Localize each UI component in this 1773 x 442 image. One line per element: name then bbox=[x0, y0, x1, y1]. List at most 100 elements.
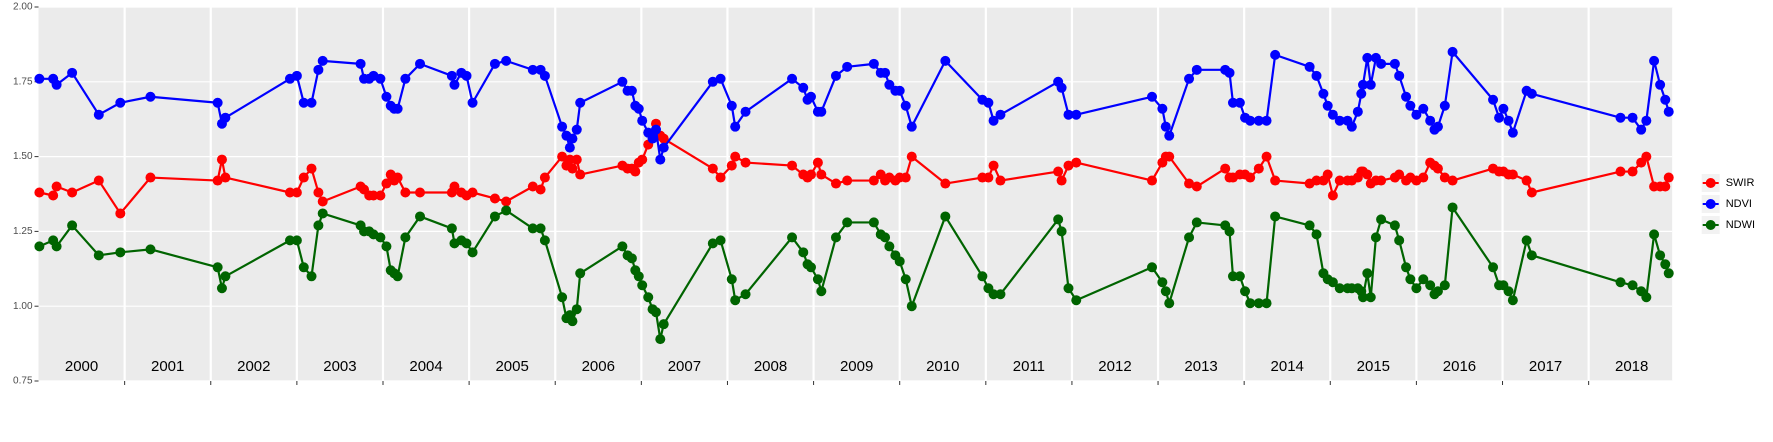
data-point bbox=[392, 271, 403, 282]
data-point bbox=[1660, 94, 1671, 105]
data-point bbox=[527, 64, 538, 75]
data-point bbox=[51, 181, 62, 192]
data-point bbox=[381, 178, 392, 189]
data-point bbox=[617, 76, 628, 87]
data-point bbox=[67, 67, 78, 78]
data-point bbox=[567, 163, 578, 174]
data-point bbox=[1439, 280, 1450, 291]
data-point bbox=[313, 187, 324, 198]
data-point bbox=[1191, 64, 1202, 75]
data-point bbox=[880, 67, 891, 78]
data-point bbox=[51, 241, 62, 252]
data-point bbox=[868, 58, 879, 69]
data-point bbox=[1270, 49, 1281, 60]
data-point bbox=[1503, 286, 1514, 297]
data-point bbox=[900, 100, 911, 111]
data-point bbox=[93, 175, 104, 186]
data-point bbox=[1164, 298, 1175, 309]
data-point bbox=[1327, 190, 1338, 201]
data-point bbox=[564, 142, 575, 153]
data-point bbox=[575, 169, 586, 180]
data-point bbox=[67, 220, 78, 231]
data-point bbox=[1394, 235, 1405, 246]
data-point bbox=[212, 262, 223, 273]
y-tick-label: 1.75 bbox=[13, 76, 33, 87]
year-label: 2018 bbox=[1615, 358, 1648, 375]
data-point bbox=[1063, 109, 1074, 120]
year-label: 2012 bbox=[1098, 358, 1131, 375]
year-label: 2003 bbox=[323, 358, 356, 375]
y-tick-label: 2.00 bbox=[13, 2, 33, 13]
data-point bbox=[988, 115, 999, 126]
data-point bbox=[650, 307, 661, 318]
data-point bbox=[637, 115, 648, 126]
data-point bbox=[1507, 295, 1518, 306]
legend-label: NDWI bbox=[1726, 219, 1755, 231]
data-point bbox=[446, 70, 457, 81]
year-label: 2007 bbox=[668, 358, 701, 375]
data-point bbox=[1376, 175, 1387, 186]
data-point bbox=[1526, 88, 1537, 99]
data-point bbox=[715, 172, 726, 183]
data-point bbox=[1401, 91, 1412, 102]
data-point bbox=[115, 97, 126, 108]
data-point bbox=[220, 271, 231, 282]
data-point bbox=[291, 235, 302, 246]
data-point bbox=[1411, 109, 1422, 120]
data-point bbox=[1447, 175, 1458, 186]
data-point bbox=[1220, 163, 1231, 174]
data-point bbox=[1224, 67, 1235, 78]
data-point bbox=[1071, 109, 1082, 120]
data-point bbox=[501, 205, 512, 216]
data-point bbox=[467, 187, 478, 198]
data-point bbox=[995, 289, 1006, 300]
data-point bbox=[400, 187, 411, 198]
data-point bbox=[1311, 70, 1322, 81]
data-point bbox=[707, 163, 718, 174]
data-point bbox=[995, 109, 1006, 120]
data-point bbox=[1641, 292, 1652, 303]
data-point bbox=[1191, 181, 1202, 192]
data-point bbox=[535, 184, 546, 195]
data-point bbox=[1370, 232, 1381, 243]
year-label: 2014 bbox=[1271, 358, 1304, 375]
data-point bbox=[906, 301, 917, 312]
data-point bbox=[1056, 226, 1067, 237]
data-point bbox=[467, 247, 478, 258]
data-point bbox=[145, 244, 156, 255]
data-point bbox=[1376, 58, 1387, 69]
data-point bbox=[1056, 82, 1067, 93]
data-point bbox=[539, 70, 550, 81]
data-point bbox=[1327, 277, 1338, 288]
data-point bbox=[1439, 172, 1450, 183]
data-point bbox=[988, 160, 999, 171]
data-point bbox=[571, 124, 582, 135]
data-point bbox=[940, 55, 951, 66]
data-point bbox=[400, 73, 411, 84]
data-point bbox=[1526, 250, 1537, 261]
legend-label: NDVI bbox=[1726, 198, 1752, 210]
data-point bbox=[449, 181, 460, 192]
data-point bbox=[392, 103, 403, 114]
data-point bbox=[567, 316, 578, 327]
data-point bbox=[1362, 169, 1373, 180]
data-point bbox=[1447, 202, 1458, 213]
data-point bbox=[1053, 214, 1064, 225]
data-point bbox=[1418, 274, 1429, 285]
data-point bbox=[1425, 280, 1436, 291]
data-point bbox=[900, 172, 911, 183]
data-point bbox=[145, 172, 156, 183]
data-point bbox=[1358, 292, 1369, 303]
data-point bbox=[1488, 94, 1499, 105]
data-point bbox=[415, 58, 426, 69]
data-point bbox=[1498, 103, 1509, 114]
data-point bbox=[630, 166, 641, 177]
data-point bbox=[501, 196, 512, 207]
data-point bbox=[740, 106, 751, 117]
data-point bbox=[726, 160, 737, 171]
data-point bbox=[1660, 259, 1671, 270]
data-point bbox=[1439, 100, 1450, 111]
data-point bbox=[1389, 58, 1400, 69]
data-point bbox=[567, 133, 578, 144]
data-point bbox=[145, 91, 156, 102]
